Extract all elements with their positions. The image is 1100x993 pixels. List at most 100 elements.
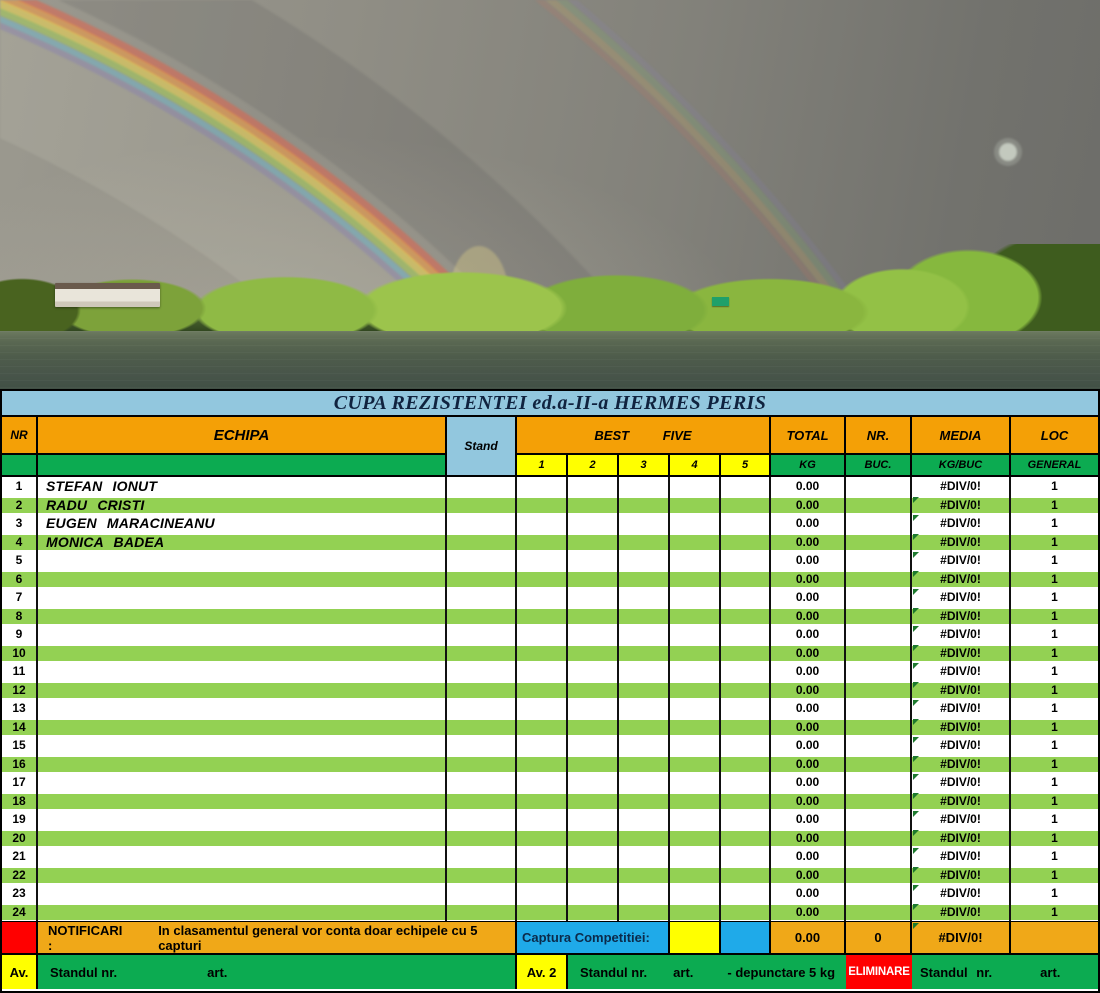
cell-stand[interactable] [447, 810, 517, 829]
header-echipa[interactable]: ECHIPA [38, 417, 447, 455]
cell-loc[interactable]: 1 [1011, 495, 1098, 514]
cell-total-kg[interactable]: 0.00 [771, 754, 846, 773]
cell-best-5[interactable] [721, 884, 771, 903]
cell-best-5[interactable] [721, 569, 771, 588]
captura-yellow-cell[interactable] [670, 922, 721, 953]
summary-nr-buc[interactable]: 0 [846, 922, 912, 953]
cell-best-5[interactable] [721, 865, 771, 884]
subheader-3[interactable]: 3 [619, 455, 670, 475]
subheader-kg-buc[interactable]: KG/BUC [912, 455, 1011, 475]
cell-best-3[interactable] [619, 606, 670, 625]
cell-best-2[interactable] [568, 495, 619, 514]
cell-media[interactable]: #DIV/0! [912, 551, 1011, 570]
cell-best-1[interactable] [517, 828, 568, 847]
cell-total-kg[interactable]: 0.00 [771, 643, 846, 662]
cell-stand[interactable] [447, 754, 517, 773]
cell-best-4[interactable] [670, 699, 721, 718]
cell-total-kg[interactable]: 0.00 [771, 791, 846, 810]
cell-stand[interactable] [447, 569, 517, 588]
cell-best-3[interactable] [619, 754, 670, 773]
cell-media[interactable]: #DIV/0! [912, 514, 1011, 533]
cell-loc[interactable]: 1 [1051, 664, 1058, 679]
cell-best-2[interactable] [568, 680, 619, 699]
cell-stand[interactable] [447, 551, 517, 570]
cell-echipa[interactable] [38, 754, 447, 773]
cell-loc[interactable]: 1 [1051, 479, 1058, 494]
cell-best-2[interactable] [568, 699, 619, 718]
cell-media[interactable]: #DIV/0! [912, 680, 1011, 699]
cell-best-1[interactable] [517, 477, 568, 496]
cell-best-5[interactable] [721, 551, 771, 570]
cell-best-3[interactable] [619, 736, 670, 755]
cell-stand[interactable] [447, 791, 517, 810]
cell-best-5[interactable] [721, 606, 771, 625]
summary-media[interactable]: #DIV/0! [912, 922, 1011, 953]
captura-label-cell[interactable]: Captura Competitiei: [517, 922, 670, 953]
header-media[interactable]: MEDIA [912, 417, 1011, 455]
cell-stand[interactable] [447, 884, 517, 903]
cell-nr[interactable]: 7 [2, 588, 38, 607]
cell-echipa[interactable] [38, 588, 447, 607]
cell-media[interactable]: #DIV/0! [912, 717, 1011, 736]
cell-best-1[interactable] [517, 551, 568, 570]
cell-media[interactable]: #DIV/0! [912, 477, 1011, 496]
cell-best-1[interactable] [517, 791, 568, 810]
cell-best-5[interactable] [721, 477, 771, 496]
cell-total-kg[interactable]: 0.00 [771, 773, 846, 792]
cell-best-4[interactable] [670, 551, 721, 570]
cell-best-3[interactable] [619, 662, 670, 681]
cell-nr[interactable]: 16 [2, 754, 38, 773]
cell-stand[interactable] [447, 643, 517, 662]
cell-nr-buc[interactable] [846, 699, 912, 718]
cell-nr-buc[interactable] [846, 551, 912, 570]
subheader-echipa-blank[interactable] [38, 455, 447, 475]
cell-echipa[interactable] [38, 847, 447, 866]
cell-best-1[interactable] [517, 773, 568, 792]
cell-stand[interactable] [447, 588, 517, 607]
cell-best-5[interactable] [721, 495, 771, 514]
cell-best-1[interactable] [517, 588, 568, 607]
cell-best-3[interactable] [619, 551, 670, 570]
cell-total-kg[interactable]: 0.00 [771, 884, 846, 903]
cell-media[interactable]: #DIV/0! [912, 865, 1011, 884]
cell-best-3[interactable] [619, 828, 670, 847]
cell-stand[interactable] [447, 477, 517, 496]
header-nr-buc[interactable]: NR. [846, 417, 912, 455]
cell-best-4[interactable] [670, 828, 721, 847]
subheader-nr-blank[interactable] [2, 455, 38, 475]
cell-loc[interactable]: 1 [1051, 812, 1058, 827]
cell-nr[interactable]: 20 [2, 828, 38, 847]
subheader-general[interactable]: GENERAL [1011, 455, 1098, 475]
cell-nr-buc[interactable] [846, 495, 912, 514]
cell-best-4[interactable] [670, 736, 721, 755]
cell-echipa[interactable] [38, 551, 447, 570]
cell-best-4[interactable] [670, 625, 721, 644]
cell-best-5[interactable] [721, 791, 771, 810]
footer-left-cell[interactable]: Standul nr. art. [38, 955, 517, 989]
cell-total-kg[interactable]: 0.00 [771, 495, 846, 514]
cell-loc[interactable]: 1 [1051, 590, 1058, 605]
cell-best-1[interactable] [517, 754, 568, 773]
cell-total-kg[interactable]: 0.00 [771, 514, 846, 533]
cell-best-4[interactable] [670, 847, 721, 866]
cell-best-2[interactable] [568, 625, 619, 644]
cell-echipa[interactable] [38, 699, 447, 718]
cell-best-4[interactable] [670, 532, 721, 551]
cell-echipa[interactable] [38, 662, 447, 681]
cell-stand[interactable] [447, 606, 517, 625]
cell-media[interactable]: #DIV/0! [912, 810, 1011, 829]
cell-stand[interactable] [447, 736, 517, 755]
cell-loc[interactable]: 1 [1051, 553, 1058, 568]
cell-total-kg[interactable]: 0.00 [771, 569, 846, 588]
cell-stand[interactable] [447, 828, 517, 847]
cell-nr[interactable]: 4 [2, 532, 38, 551]
cell-best-2[interactable] [568, 865, 619, 884]
cell-nr-buc[interactable] [846, 736, 912, 755]
cell-loc[interactable]: 1 [1051, 701, 1058, 716]
cell-best-1[interactable] [517, 699, 568, 718]
cell-nr[interactable]: 19 [2, 810, 38, 829]
cell-best-2[interactable] [568, 606, 619, 625]
cell-best-5[interactable] [721, 847, 771, 866]
cell-media[interactable]: #DIV/0! [912, 532, 1011, 551]
cell-echipa[interactable]: EUGEN MARACINEANU [38, 514, 447, 533]
